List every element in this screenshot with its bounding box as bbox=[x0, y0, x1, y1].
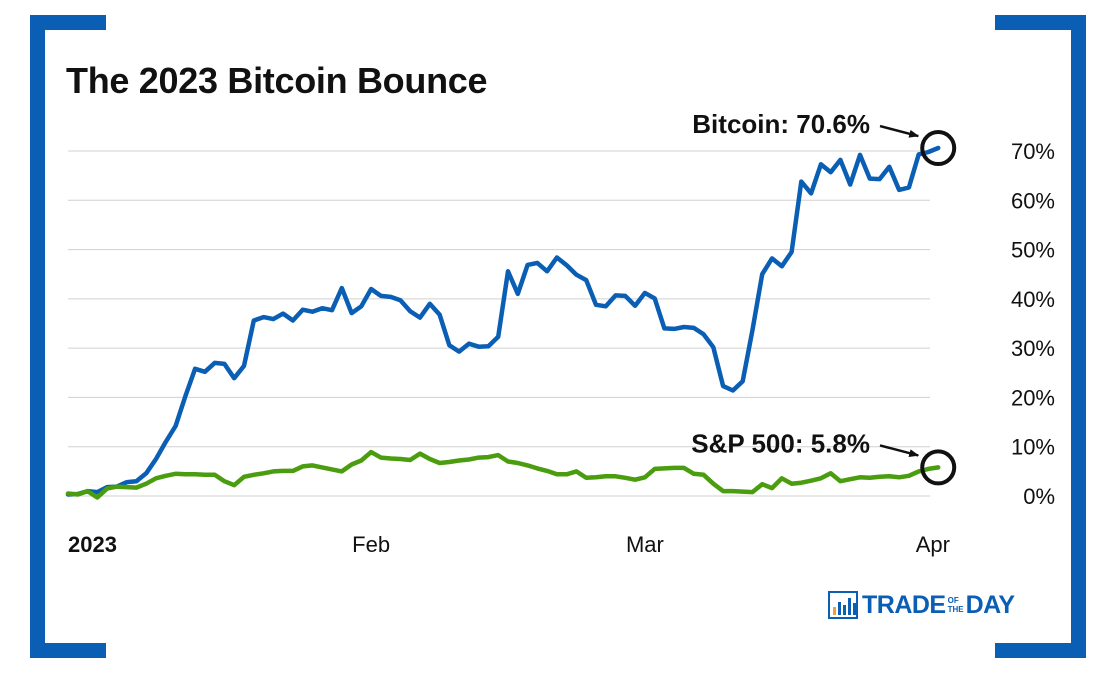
bitcoin-annotation: Bitcoin: 70.6% bbox=[692, 109, 870, 139]
y-tick-label: 70% bbox=[1011, 139, 1055, 164]
bitcoin-endpoint-circle bbox=[920, 130, 957, 167]
logo-word-of: OF bbox=[947, 596, 959, 605]
y-tick-label: 60% bbox=[1011, 188, 1055, 213]
frame-bottom-left-horizontal bbox=[30, 643, 106, 658]
x-axis-ticks: 2023 Feb Mar Apr bbox=[68, 532, 950, 557]
logo-word-day: DAY bbox=[965, 590, 1016, 619]
annotation-arrow bbox=[879, 444, 920, 458]
series-lines bbox=[65, 145, 941, 500]
logo-word-the: THE bbox=[947, 605, 964, 614]
trade-of-the-day-logo: TRADE OF THE DAY bbox=[828, 590, 1015, 620]
x-tick-label: Apr bbox=[916, 532, 950, 557]
y-tick-label: 50% bbox=[1011, 238, 1055, 263]
sp500-endpoint-circle bbox=[920, 449, 957, 486]
y-tick-label: 0% bbox=[1023, 484, 1055, 509]
y-axis-ticks: 0% 10% 20% 30% 40% 50% 60% 70% bbox=[1011, 139, 1055, 509]
x-tick-label: Feb bbox=[352, 532, 390, 557]
y-tick-label: 40% bbox=[1011, 287, 1055, 312]
frame-bottom-right-horizontal bbox=[995, 643, 1086, 658]
y-tick-label: 30% bbox=[1011, 336, 1055, 361]
bitcoin-line bbox=[65, 145, 941, 497]
sp500-line bbox=[65, 449, 941, 500]
y-tick-label: 20% bbox=[1011, 385, 1055, 410]
annotation-arrow bbox=[879, 124, 920, 138]
logo-word-trade: TRADE bbox=[862, 590, 946, 619]
y-tick-label: 10% bbox=[1011, 435, 1055, 460]
frame-top-right-horizontal bbox=[995, 15, 1086, 30]
frame-top-right-vertical bbox=[1071, 15, 1086, 658]
chart-title: The 2023 Bitcoin Bounce bbox=[66, 60, 488, 101]
frame-top-left-horizontal bbox=[30, 15, 106, 30]
frame-top-left-vertical bbox=[30, 15, 45, 658]
bar-chart-icon bbox=[828, 591, 858, 619]
gridlines bbox=[68, 150, 930, 497]
x-tick-label: Mar bbox=[626, 532, 664, 557]
logo-word-of-the: OF THE bbox=[948, 596, 964, 614]
annotations: Bitcoin: 70.6% S&P 500: 5.8% bbox=[691, 109, 957, 486]
x-tick-label: 2023 bbox=[68, 532, 117, 557]
sp500-annotation: S&P 500: 5.8% bbox=[691, 428, 870, 458]
